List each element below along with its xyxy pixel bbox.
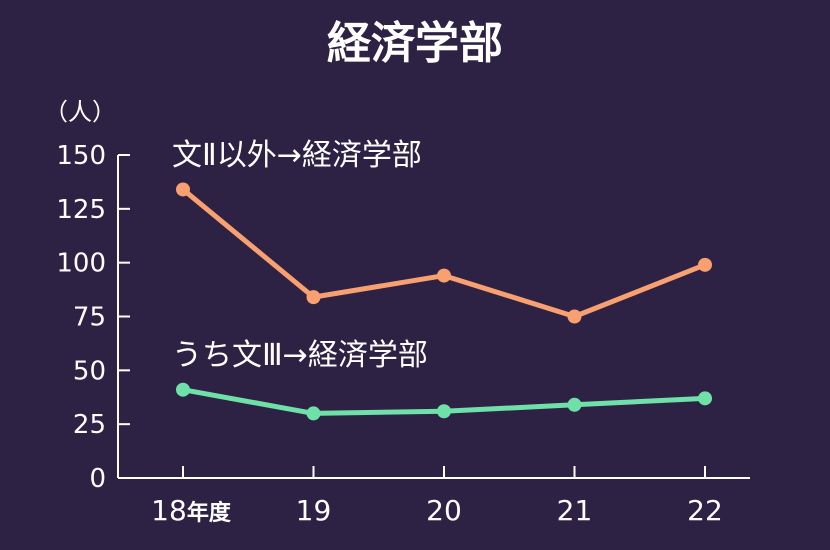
data-point (176, 182, 190, 197)
axes (117, 155, 750, 479)
series-label-bunii: 文Ⅱ以外→経済学部 (172, 138, 422, 173)
y-tick-label: 150 (56, 141, 106, 171)
data-point (437, 404, 451, 419)
y-tick-label: 125 (56, 195, 106, 225)
y-tick-label: 0 (89, 464, 106, 494)
series-label-buniii: うち文Ⅲ→経済学部 (172, 338, 428, 373)
data-point (567, 309, 582, 324)
data-point (437, 268, 451, 283)
data-point (176, 382, 190, 397)
y-axis-ticks: 0 25 50 75 100 125 150 (56, 141, 130, 494)
x-tick-label: 20 (426, 494, 462, 527)
series-group (176, 182, 712, 421)
data-point (306, 406, 321, 421)
y-tick-label: 75 (73, 303, 106, 333)
chart-title: 経済学部 (327, 18, 503, 69)
x-tick-label: 19 (296, 494, 332, 527)
data-point (567, 397, 582, 412)
y-axis-unit-label: （人） (44, 98, 116, 126)
data-point (698, 391, 712, 406)
x-tick-label: 22 (687, 494, 723, 527)
y-tick-label: 100 (56, 249, 106, 279)
x-tick-label: 18年度 (151, 494, 232, 527)
y-tick-label: 50 (73, 356, 106, 386)
x-axis-ticks: 18年度 19 20 21 22 (151, 466, 723, 527)
data-point (698, 257, 712, 272)
y-tick-label: 25 (73, 410, 106, 440)
data-point (306, 290, 321, 305)
x-tick-label: 21 (557, 494, 593, 527)
series-line-0 (180, 186, 708, 319)
